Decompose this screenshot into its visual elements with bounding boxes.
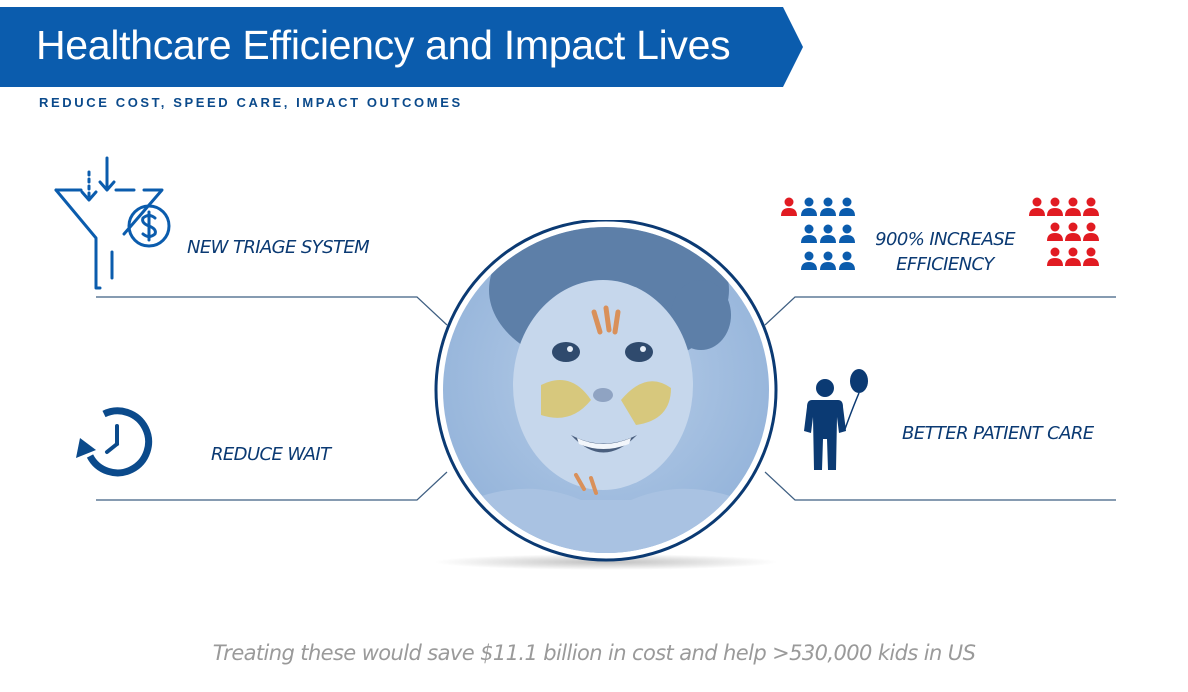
efficiency-label-line1: 900% INCREASE: [875, 229, 1015, 250]
title-banner: Healthcare Efficiency and Impact Lives: [0, 0, 806, 92]
connector-bottom-left: [96, 471, 448, 501]
care-label: BETTER PATIENT CARE: [902, 423, 1094, 444]
child-balloon-icon: [804, 369, 868, 470]
red-people-group-icon: [1029, 197, 1099, 266]
banner-shape: [0, 7, 803, 87]
funnel-dollar-icon: [54, 156, 171, 290]
page-subtitle: REDUCE COST, SPEED CARE, IMPACT OUTCOMES: [39, 95, 463, 110]
footer-text: Treating these would save $11.1 billion …: [212, 641, 976, 665]
people-group-icon: [781, 197, 855, 270]
efficiency-label-line2: EFFICIENCY: [896, 254, 994, 275]
connector-top-left: [96, 296, 448, 326]
connector-bottom-right: [764, 471, 1116, 501]
efficiency-label: 900% INCREASE EFFICIENCY: [866, 227, 1024, 277]
child-photo: [434, 220, 778, 570]
page-title: Healthcare Efficiency and Impact Lives: [36, 22, 731, 68]
person-icon: [781, 197, 797, 216]
triage-label: NEW TRIAGE SYSTEM: [187, 237, 370, 258]
connector-top-right: [764, 296, 1116, 326]
clock-rewind-icon: [76, 407, 153, 477]
wait-label: REDUCE WAIT: [211, 444, 331, 465]
